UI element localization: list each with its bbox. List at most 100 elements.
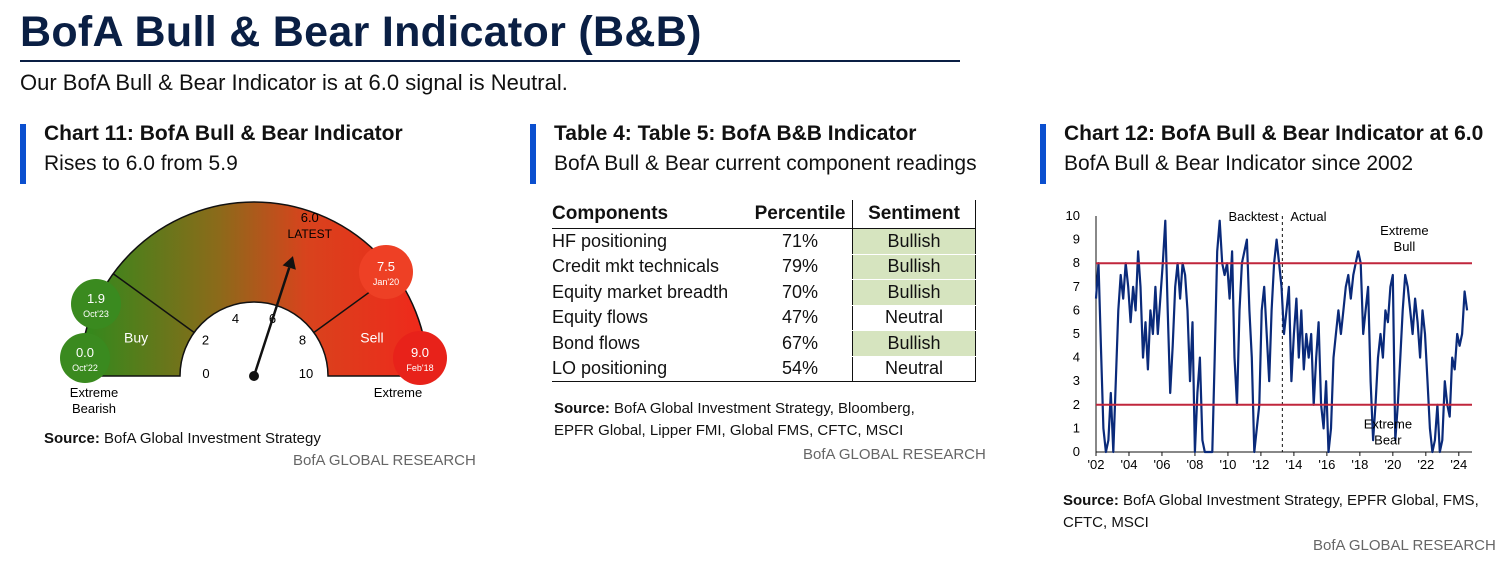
gauge-tick-label: 0	[202, 366, 209, 381]
percentile-cell: 71%	[748, 228, 853, 255]
chart11-source: Source: BofA Global Investment Strategy	[44, 430, 321, 447]
x-tick-label: '16	[1318, 457, 1335, 472]
gauge-extreme-bearish-caption: Extreme Bearish	[70, 385, 118, 416]
gauge-tick-label: 4	[232, 311, 239, 326]
chart12-brand: BofA GLOBAL RESEARCH	[1313, 537, 1496, 554]
chart12-subtitle: BofA Bull & Bear Indicator since 2002	[1064, 152, 1414, 175]
gauge-marker-date: Feb'18	[406, 363, 433, 373]
series-line	[1094, 219, 1469, 454]
table-source: Source: BofA Global Investment Strategy,…	[554, 400, 915, 439]
x-tick-label: '04	[1121, 457, 1138, 472]
gauge-marker-date: Jan'20	[373, 277, 399, 287]
accent-bar	[1040, 124, 1046, 184]
gauge-marker-value: 0.0	[76, 345, 94, 360]
y-tick-label: 10	[1066, 208, 1080, 223]
sentiment-cell: Neutral	[852, 356, 976, 382]
gauge-chart: 0246810 6.0 LATEST Buy Sell ExtremeBeari…	[60, 201, 447, 416]
gauge-tick-label: 10	[299, 366, 313, 381]
table-row: Equity market breadth 70% Bullish	[552, 279, 976, 306]
chart11-title: Chart 11: BofA Bull & Bear Indicator	[44, 122, 403, 145]
gauge-marker-date: Oct'23	[83, 309, 109, 319]
gauge-value-caption: LATEST	[288, 227, 333, 241]
chart12-title: Chart 12: BofA Bull & Bear Indicator at …	[1064, 122, 1484, 145]
component-cell: HF positioning	[552, 228, 748, 255]
component-cell: Bond flows	[552, 330, 748, 357]
y-tick-label: 6	[1073, 302, 1080, 317]
x-tick-label: '10	[1219, 457, 1236, 472]
y-tick-label: 2	[1073, 397, 1080, 412]
sentiment-cell: Bullish	[852, 228, 976, 255]
page-subtitle: Our BofA Bull & Bear Indicator is at 6.0…	[20, 70, 568, 95]
x-tick-label: '14	[1285, 457, 1302, 472]
threshold-label: Extreme Bear	[1364, 416, 1412, 447]
gauge-zone-divider	[112, 273, 195, 334]
gauge-zone-buy-label: Buy	[124, 330, 148, 346]
percentile-cell: 67%	[748, 330, 853, 357]
threshold-label: Extreme Bull	[1380, 223, 1428, 254]
gauge-tick-label: 8	[299, 333, 306, 348]
gauge-marker-value: 9.0	[411, 345, 429, 360]
gauge-marker-value: 1.9	[87, 291, 105, 306]
col-components: Components	[552, 200, 748, 229]
sentiment-cell: Bullish	[852, 254, 976, 280]
sentiment-cell: Neutral	[852, 305, 976, 331]
chart12-source: Source: BofA Global Investment Strategy,…	[1063, 492, 1479, 531]
component-cell: Credit mkt technicals	[552, 254, 748, 280]
gauge-zone-sell-label: Sell	[360, 330, 383, 346]
table-title: Table 4: Table 5: BofA B&B Indicator	[554, 122, 917, 145]
y-tick-label: 4	[1073, 350, 1080, 365]
chart11-brand: BofA GLOBAL RESEARCH	[293, 452, 476, 469]
sentiment-cell: Bullish	[852, 279, 976, 306]
component-cell: Equity flows	[552, 305, 748, 331]
title-underline	[20, 60, 960, 62]
sentiment-cell: Bullish	[852, 330, 976, 357]
table-row: LO positioning 54% Neutral	[552, 356, 976, 382]
table-row: Credit mkt technicals 79% Bullish	[552, 254, 976, 280]
x-tick-label: '08	[1186, 457, 1203, 472]
y-tick-label: 1	[1073, 420, 1080, 435]
gauge-marker	[71, 279, 121, 329]
x-tick-label: '18	[1351, 457, 1368, 472]
component-cell: LO positioning	[552, 356, 748, 382]
divider-left-label: Backtest	[1228, 209, 1278, 224]
gauge-needle-head	[282, 256, 296, 270]
gauge-marker-date: Oct'22	[72, 363, 98, 373]
gauge-marker	[393, 331, 447, 385]
y-tick-label: 9	[1073, 232, 1080, 247]
chart11-subtitle: Rises to 6.0 from 5.9	[44, 152, 238, 175]
x-tick-label: '20	[1384, 457, 1401, 472]
x-tick-label: '22	[1417, 457, 1434, 472]
component-cell: Equity market breadth	[552, 279, 748, 306]
x-tick-label: '12	[1252, 457, 1269, 472]
y-tick-label: 5	[1073, 326, 1080, 341]
gauge-extreme-caption: Extreme	[374, 385, 422, 400]
percentile-cell: 79%	[748, 254, 853, 280]
page-title: BofA Bull & Bear Indicator (B&B)	[20, 8, 702, 56]
y-tick-label: 3	[1073, 373, 1080, 388]
percentile-cell: 47%	[748, 305, 853, 331]
gauge-needle	[252, 267, 291, 377]
line-chart: 0 1 2 3 4 5 6 7 8 9 10 '02 '04 '06 '08 '10 '12 '14 '16 '18 '…	[1066, 208, 1472, 472]
gauge-marker	[359, 245, 413, 299]
percentile-cell: 54%	[748, 356, 853, 382]
table-row: HF positioning 71% Bullish	[552, 228, 976, 255]
x-tick-label: '02	[1088, 457, 1105, 472]
y-tick-label: 7	[1073, 279, 1080, 294]
gauge-tick-label: 2	[202, 333, 209, 348]
accent-bar	[530, 124, 536, 184]
percentile-cell: 70%	[748, 279, 853, 306]
y-tick-label: 8	[1073, 255, 1080, 270]
table-row: Bond flows 67% Bullish	[552, 330, 976, 357]
gauge-arc	[79, 201, 429, 377]
table-subtitle: BofA Bull & Bear current component readi…	[554, 152, 977, 175]
table-row: Equity flows 47% Neutral	[552, 305, 976, 331]
gauge-marker	[60, 333, 110, 383]
x-tick-label: '06	[1153, 457, 1170, 472]
table-brand: BofA GLOBAL RESEARCH	[803, 446, 986, 463]
col-sentiment: Sentiment	[852, 200, 976, 229]
gauge-pivot	[249, 371, 259, 381]
divider-right-label: Actual	[1290, 209, 1326, 224]
accent-bar	[20, 124, 26, 184]
components-table: Components Percentile Sentiment HF posit…	[552, 200, 976, 382]
col-percentile: Percentile	[748, 200, 853, 229]
